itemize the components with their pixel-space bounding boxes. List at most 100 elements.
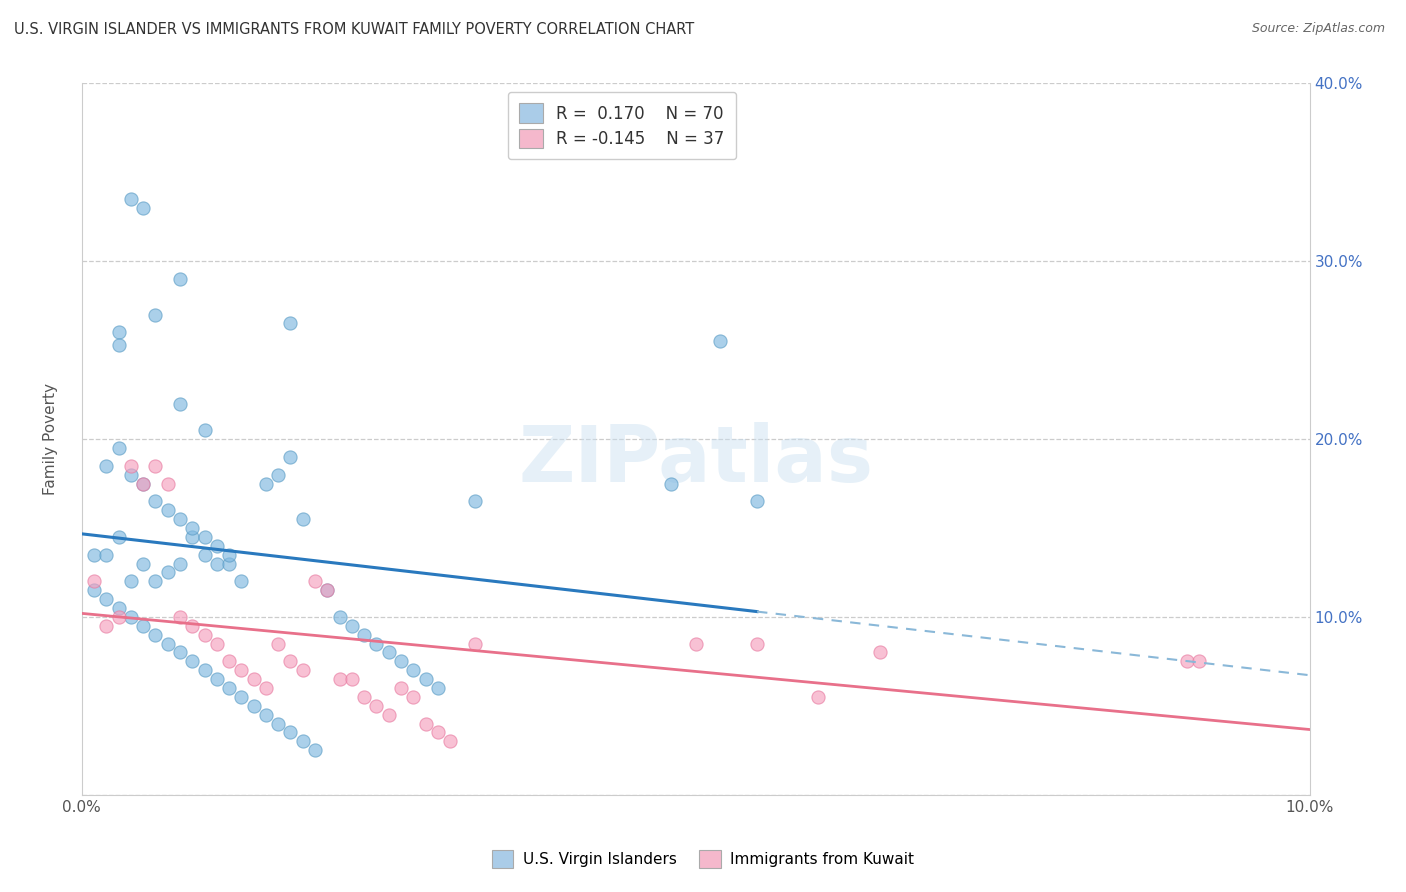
Text: ZIPatlas: ZIPatlas — [519, 423, 873, 499]
Point — [366, 698, 388, 713]
Point — [145, 574, 167, 589]
Point — [132, 557, 155, 571]
Point — [329, 610, 352, 624]
Point — [169, 396, 191, 410]
Point — [120, 610, 142, 624]
Point — [107, 601, 129, 615]
Point — [426, 681, 449, 695]
Point — [107, 441, 129, 455]
Point — [709, 334, 731, 349]
Point — [120, 458, 142, 473]
Point — [193, 628, 215, 642]
Point — [145, 308, 167, 322]
Point — [132, 476, 155, 491]
Point — [193, 548, 215, 562]
Point — [218, 548, 240, 562]
Point — [340, 672, 363, 686]
Point — [316, 583, 339, 598]
Point — [464, 494, 486, 508]
Point — [340, 619, 363, 633]
Point — [377, 707, 399, 722]
Point — [83, 548, 105, 562]
Point — [254, 707, 277, 722]
Point — [377, 645, 399, 659]
Point — [218, 557, 240, 571]
Point — [231, 574, 253, 589]
Point — [205, 672, 228, 686]
Point — [267, 636, 290, 650]
Point — [181, 654, 204, 668]
Y-axis label: Family Poverty: Family Poverty — [44, 383, 58, 495]
Point — [193, 530, 215, 544]
Point — [745, 636, 768, 650]
Point — [193, 423, 215, 437]
Point — [316, 583, 339, 598]
Point — [366, 636, 388, 650]
Point — [83, 574, 105, 589]
Point — [96, 592, 118, 607]
Point — [231, 690, 253, 704]
Point — [83, 583, 105, 598]
Point — [218, 681, 240, 695]
Point — [280, 317, 302, 331]
Point — [156, 476, 179, 491]
Point — [107, 326, 129, 340]
Point — [254, 681, 277, 695]
Point — [96, 548, 118, 562]
Point — [659, 476, 682, 491]
Point — [169, 610, 191, 624]
Point — [169, 272, 191, 286]
Point — [745, 494, 768, 508]
Point — [107, 338, 129, 352]
Point — [415, 716, 437, 731]
Legend: R =  0.170    N = 70, R = -0.145    N = 37: R = 0.170 N = 70, R = -0.145 N = 37 — [508, 92, 737, 160]
Point — [231, 663, 253, 677]
Point — [304, 743, 326, 757]
Point — [96, 458, 118, 473]
Point — [242, 672, 264, 686]
Point — [426, 725, 449, 739]
Point — [181, 619, 204, 633]
Point — [205, 636, 228, 650]
Point — [353, 690, 375, 704]
Point — [685, 636, 707, 650]
Point — [807, 690, 830, 704]
Point — [415, 672, 437, 686]
Point — [291, 512, 314, 526]
Point — [304, 574, 326, 589]
Point — [107, 610, 129, 624]
Point — [267, 467, 290, 482]
Point — [291, 663, 314, 677]
Point — [107, 530, 129, 544]
Point — [145, 458, 167, 473]
Point — [267, 716, 290, 731]
Point — [169, 557, 191, 571]
Point — [464, 636, 486, 650]
Point — [280, 654, 302, 668]
Point — [353, 628, 375, 642]
Point — [242, 698, 264, 713]
Point — [254, 476, 277, 491]
Point — [205, 557, 228, 571]
Point — [291, 734, 314, 748]
Point — [329, 672, 352, 686]
Point — [181, 521, 204, 535]
Text: U.S. VIRGIN ISLANDER VS IMMIGRANTS FROM KUWAIT FAMILY POVERTY CORRELATION CHART: U.S. VIRGIN ISLANDER VS IMMIGRANTS FROM … — [14, 22, 695, 37]
Point — [132, 476, 155, 491]
Point — [145, 628, 167, 642]
Point — [156, 566, 179, 580]
Point — [181, 530, 204, 544]
Legend: U.S. Virgin Islanders, Immigrants from Kuwait: U.S. Virgin Islanders, Immigrants from K… — [486, 844, 920, 873]
Point — [132, 201, 155, 215]
Point — [96, 619, 118, 633]
Point — [193, 663, 215, 677]
Point — [402, 663, 425, 677]
Point — [389, 681, 412, 695]
Point — [156, 636, 179, 650]
Point — [132, 619, 155, 633]
Point — [145, 494, 167, 508]
Point — [402, 690, 425, 704]
Point — [156, 503, 179, 517]
Point — [869, 645, 891, 659]
Text: Source: ZipAtlas.com: Source: ZipAtlas.com — [1251, 22, 1385, 36]
